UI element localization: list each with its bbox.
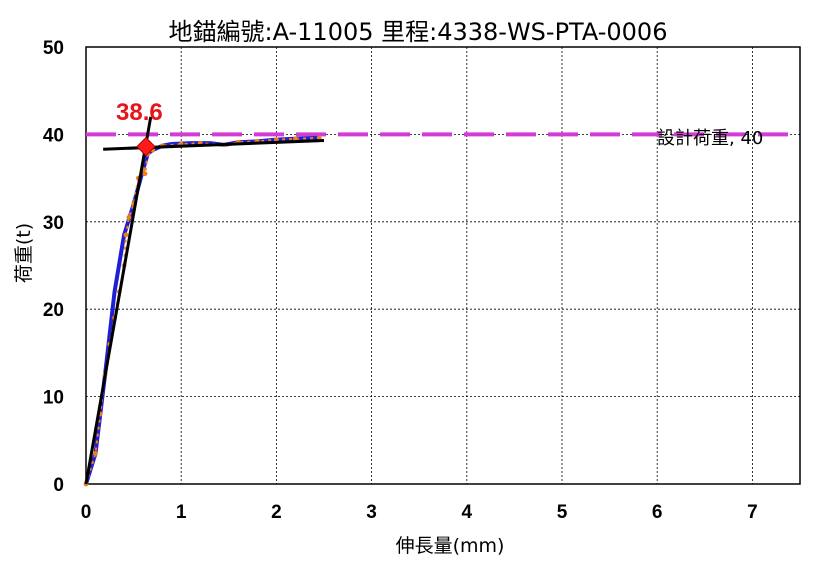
x-tick-label: 2 [271,502,282,523]
y-tick-label: 40 [43,125,64,146]
x-tick-label: 7 [747,502,758,523]
x-tick-label: 3 [366,502,377,523]
x-tick-label: 4 [462,502,473,523]
y-tick-labels: 0 10 20 30 40 50 [43,38,64,496]
x-tick-label: 1 [176,502,187,523]
plot-area-border [85,46,801,485]
y-tick-label: 30 [43,213,64,234]
y-axis-label: 荷重(t) [13,223,35,283]
measured-data-point [142,171,148,177]
measured-series-line [85,136,320,485]
series-layer [83,135,322,487]
x-axis-label: 伸長量(mm) [396,535,505,557]
chart-title: 地錨編號:A-11005 里程:4338-WS-PTA-0006 [169,18,668,46]
y-tick-label: 0 [53,475,64,496]
yield-point-label: 38.6 [116,99,163,126]
measured-data-point [126,215,132,220]
measured-data-point [123,232,129,238]
measured-data-point [316,135,322,141]
design-load-label: 設計荷重, 40 [657,128,763,149]
x-tick-label: 6 [652,502,663,523]
tangent-lines [84,116,325,485]
measured-data-point [93,451,98,456]
yield-point-marker [136,136,156,157]
y-tick-label: 50 [43,38,64,59]
y-tick-label: 20 [43,300,64,321]
grid-lines [86,47,800,484]
x-tick-label: 0 [81,502,92,523]
measured-data-point [293,136,298,142]
x-tick-labels: 0 1 2 3 4 5 6 7 [81,502,758,523]
measured-data-point [274,137,279,143]
yield-point-diamond [136,136,156,157]
y-tick-label: 10 [43,388,64,409]
load-curve-line [84,135,320,485]
tangent-line [84,116,153,485]
x-tick-label: 5 [557,502,568,523]
